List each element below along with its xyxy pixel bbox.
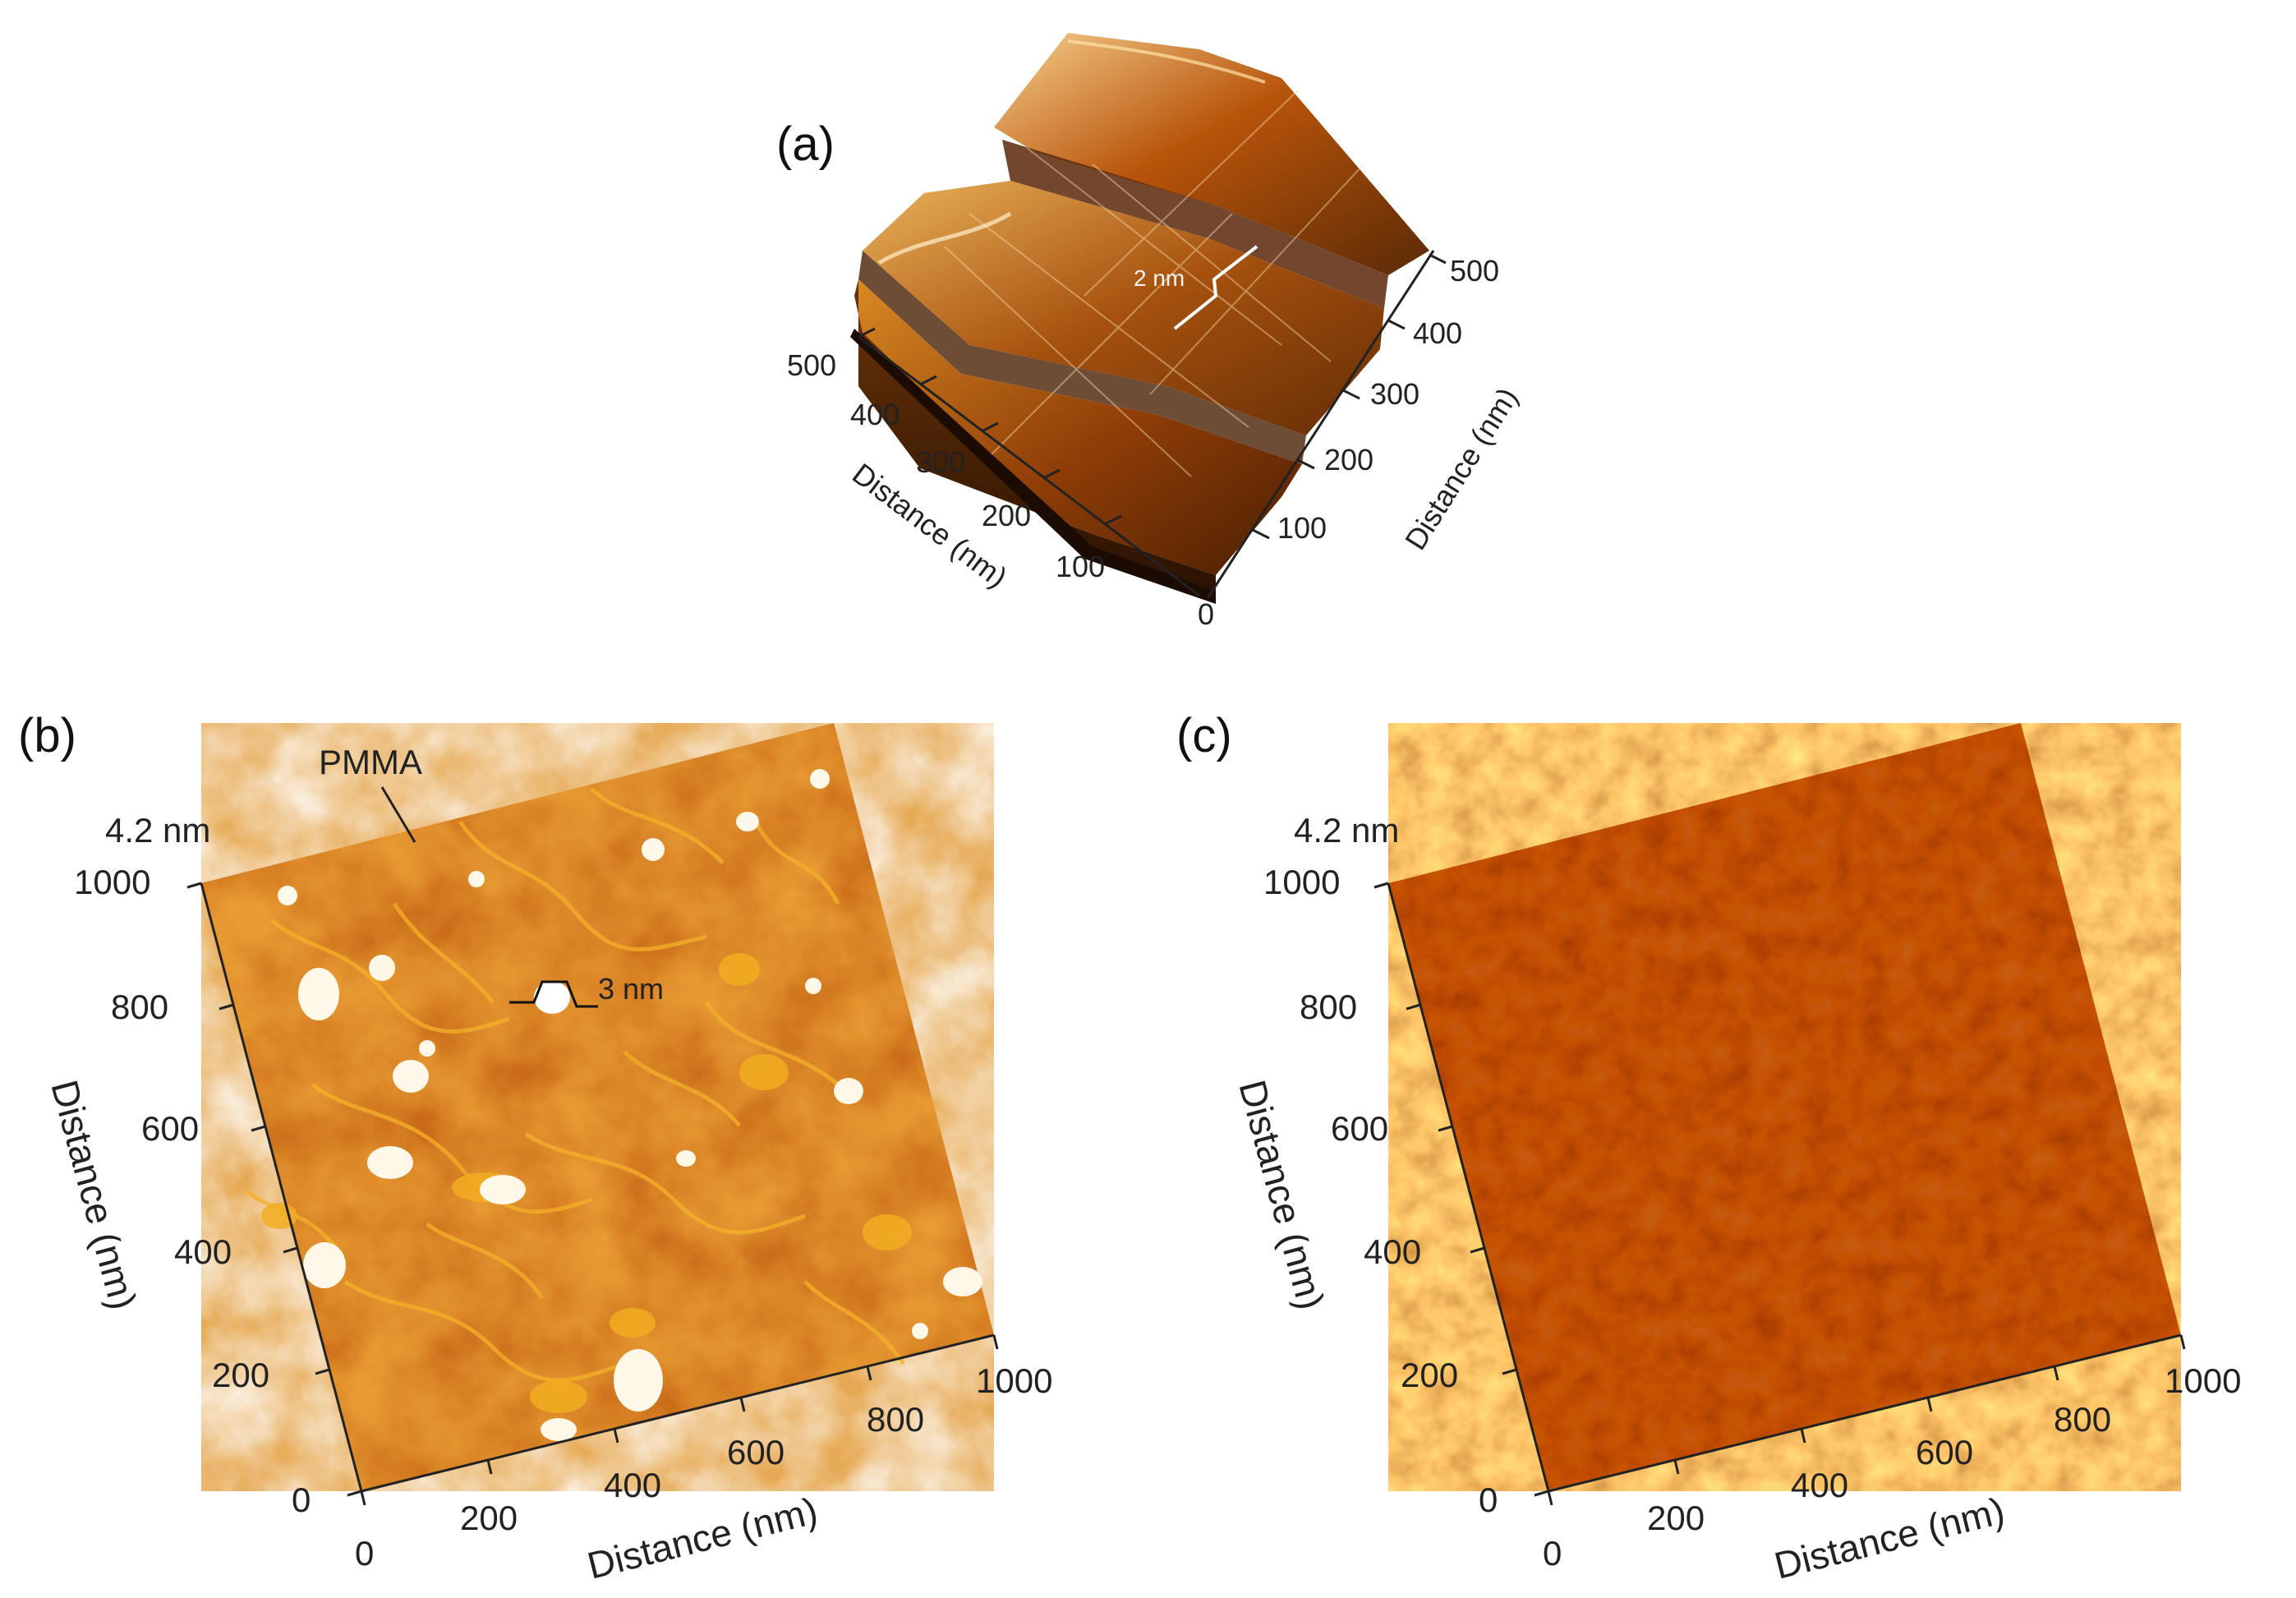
- tick-b-y-0: 0: [292, 1481, 311, 1519]
- tick-c-x-400: 400: [1791, 1466, 1848, 1504]
- tick-b-x-400: 400: [604, 1466, 661, 1504]
- tick-b-y-1000: 1000: [74, 863, 150, 901]
- terrace-middle: [863, 181, 1384, 435]
- zscale-c: 4.2 nm: [1294, 811, 1399, 850]
- step-edge-2: [858, 251, 1306, 464]
- height-profile-label: 3 nm: [598, 972, 664, 1006]
- panel-a: (a): [776, 33, 1525, 631]
- tick-b-y-400: 400: [174, 1232, 232, 1271]
- tick-a-left-300: 300: [916, 445, 965, 479]
- pmma-particles: [278, 769, 982, 1441]
- axis-b-y-label: Distance (nm): [43, 1075, 145, 1314]
- panel-b: (b): [18, 709, 1052, 1587]
- axis-a-right-ticks: [1252, 253, 1447, 540]
- tick-c-y-0: 0: [1479, 1481, 1498, 1519]
- tick-c-x-800: 800: [2054, 1400, 2111, 1439]
- tick-a-right-300: 300: [1370, 377, 1419, 411]
- surface-highlight-2: [1067, 39, 1266, 84]
- axis-b-y-ticks: [186, 882, 362, 1497]
- tick-b-x-800: 800: [867, 1400, 924, 1439]
- tall-particle: [534, 981, 570, 1014]
- tick-a-left-500: 500: [787, 348, 836, 382]
- tick-c-x-1000: 1000: [2165, 1361, 2241, 1400]
- tick-c-y-800: 800: [1300, 988, 1357, 1026]
- tick-b-y-600: 600: [141, 1109, 199, 1148]
- tick-c-y-1000: 1000: [1263, 863, 1340, 901]
- pmma-network: [245, 787, 906, 1383]
- axis-b-y: [200, 882, 363, 1492]
- axis-c-y: [1387, 882, 1550, 1492]
- axis-c-x-ticks: [1547, 1334, 2186, 1506]
- height-profile-marker: [509, 980, 598, 1008]
- tick-b-y-200: 200: [212, 1356, 269, 1394]
- afm-image-b: [201, 723, 994, 1491]
- tick-a-right-200: 200: [1324, 443, 1373, 477]
- tick-b-x-600: 600: [727, 1433, 785, 1471]
- axis-a-left: [858, 335, 1200, 597]
- panel-a-label: (a): [776, 117, 835, 171]
- axis-c-y-label: Distance (nm): [1231, 1075, 1332, 1314]
- axis-a-right: [1206, 250, 1435, 599]
- zscale-b: 4.2 nm: [105, 811, 210, 850]
- terrace-lower: [858, 279, 1302, 575]
- tick-a-right-0: 0: [1198, 597, 1214, 631]
- tick-c-x-200: 200: [1647, 1499, 1705, 1537]
- panel-c-label: (c): [1176, 709, 1232, 762]
- tick-c-y-200: 200: [1401, 1356, 1458, 1394]
- axis-c-y-ticks: [1373, 882, 1549, 1497]
- terrace-top: [994, 33, 1429, 275]
- axis-b-x: [361, 1333, 995, 1493]
- tick-a-right-500: 500: [1450, 254, 1499, 288]
- surface-texture-lines: [944, 90, 1364, 477]
- panel-c: (c) 4.2 nm 1000 800 600 400 200 0 Distan…: [1176, 709, 2241, 1587]
- tick-b-x-1000: 1000: [976, 1361, 1052, 1400]
- tick-a-right-400: 400: [1413, 316, 1462, 350]
- tick-b-x-0: 0: [355, 1534, 374, 1573]
- tick-b-y-800: 800: [111, 988, 168, 1026]
- tick-a-right-100: 100: [1277, 511, 1327, 545]
- afm-3d-surface: [850, 33, 1429, 604]
- axis-a-left-ticks: [858, 327, 1122, 526]
- afm-image-c: [1388, 723, 2181, 1491]
- tick-c-x-600: 600: [1916, 1433, 1973, 1471]
- panel-b-label: (b): [18, 709, 76, 762]
- tick-c-x-0: 0: [1543, 1534, 1562, 1573]
- tick-a-left-200: 200: [982, 499, 1031, 532]
- step-edge-1: [1002, 140, 1388, 308]
- axis-c-x: [1548, 1333, 2182, 1493]
- pmma-pointer: [380, 786, 416, 843]
- tick-c-y-400: 400: [1364, 1232, 1421, 1271]
- step-height-marker: [1173, 245, 1258, 330]
- tick-c-y-600: 600: [1331, 1109, 1388, 1148]
- surface-highlight: [877, 211, 1012, 265]
- surface-left-wall: [854, 279, 1216, 592]
- axis-b-x-ticks: [360, 1334, 999, 1506]
- tick-b-x-200: 200: [460, 1499, 518, 1537]
- pmma-label: PMMA: [319, 743, 422, 781]
- step-height-label: 2 nm: [1134, 265, 1185, 291]
- tick-a-left-400: 400: [850, 398, 900, 431]
- tick-a-left-100: 100: [1056, 550, 1105, 583]
